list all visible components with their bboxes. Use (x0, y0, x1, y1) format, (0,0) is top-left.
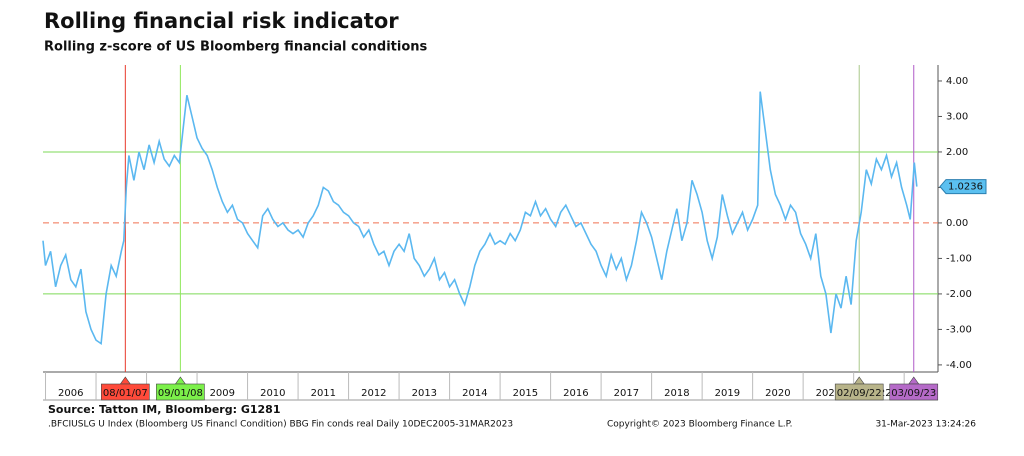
x-tick-label: 2012 (361, 388, 386, 399)
x-tick-label: 2015 (513, 388, 538, 399)
x-tick-label: 2006 (58, 388, 83, 399)
x-tick-label: 2011 (311, 388, 336, 399)
event-marker (119, 376, 131, 385)
y-tick-label: 3.00 (946, 111, 968, 122)
event-label: 02/09/22 (837, 388, 882, 399)
x-tick-label: 2010 (260, 388, 285, 399)
event-box (156, 383, 205, 401)
event-label: 08/01/07 (103, 388, 148, 399)
index-line: .BFCIUSLG U Index (Bloomberg US Financl … (48, 420, 513, 430)
y-tick-label: 4.00 (946, 76, 968, 87)
x-tick-label: 2016 (563, 388, 588, 399)
x-tick-label: 2018 (664, 388, 689, 399)
x-tick-label: 2014 (462, 388, 487, 399)
timestamp: 31-Mar-2023 13:24:26 (875, 420, 976, 430)
y-tick-label: -4.00 (946, 360, 972, 371)
x-tick-label: 2009 (210, 388, 235, 399)
x-tick-label: 2013 (412, 388, 437, 399)
copyright: Copyright© 2023 Bloomberg Finance L.P. (607, 420, 792, 430)
y-tick-label: 0.00 (946, 218, 968, 229)
x-tick-label: 2019 (715, 388, 740, 399)
y-tick-label: -1.00 (946, 253, 972, 264)
event-label: 03/09/23 (891, 388, 936, 399)
event-box (834, 383, 884, 401)
y-tick-label: 2.00 (946, 147, 968, 158)
x-tick-label: 2017 (614, 388, 639, 399)
source: Source: Tatton IM, Bloomberg: G1281 (48, 403, 280, 416)
event-label: 09/01/08 (158, 388, 203, 399)
event-marker (174, 376, 186, 385)
event-box (889, 383, 939, 401)
chart-title: Rolling financial risk indicator (44, 9, 399, 33)
event-box (101, 383, 150, 401)
event-marker (908, 376, 920, 385)
chart-subtitle: Rolling z-score of US Bloomberg financia… (44, 40, 428, 55)
data-line (42, 91, 918, 346)
x-tick-label: 2020 (765, 388, 790, 399)
x-tick-label: 2021 (816, 388, 841, 399)
y-tick-label: -2.00 (946, 289, 972, 300)
y-tick-label: -3.00 (946, 324, 972, 335)
event-marker (853, 376, 865, 385)
last-value-tag (939, 179, 987, 195)
last-value-label: 1.0236 (948, 182, 983, 193)
